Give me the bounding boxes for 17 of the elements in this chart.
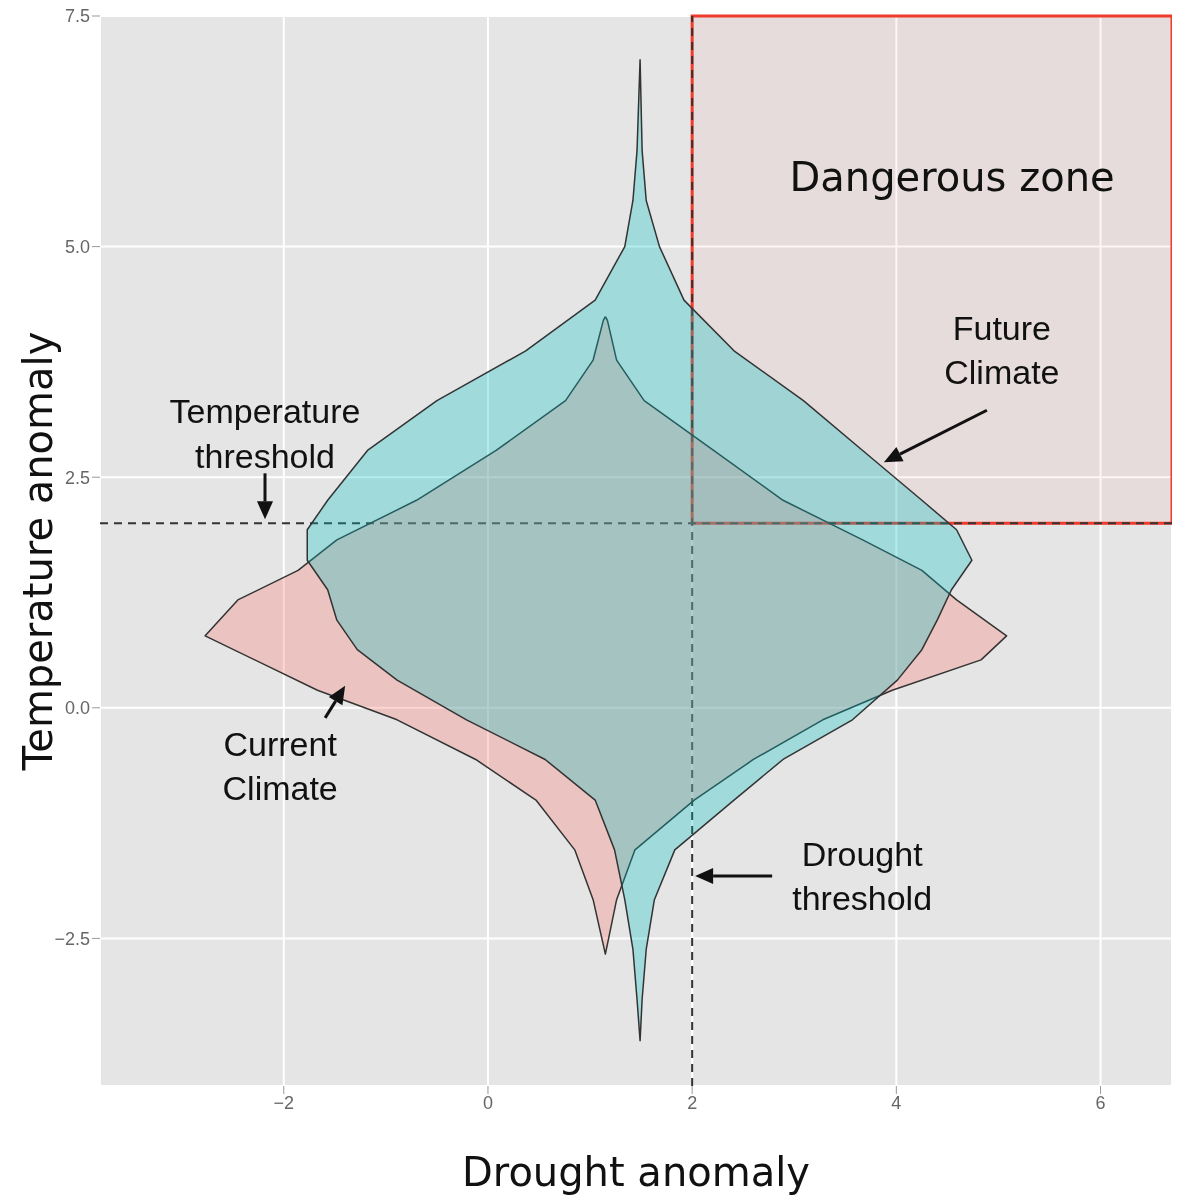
x-tick-label: 0: [482, 1092, 493, 1113]
x-axis-title: Drought anomaly: [462, 1149, 810, 1195]
x-tick-label: −2: [273, 1092, 295, 1113]
y-tick-label: 7.5: [64, 6, 90, 27]
band-label: Dangerous zone: [789, 154, 1115, 200]
text: Future Climate: [944, 309, 1060, 392]
y-tick-label: 5.0: [64, 236, 90, 257]
y-axis-title: Temperature anomaly: [15, 331, 62, 772]
y-tick-label: 2.5: [64, 467, 90, 488]
x-tick-label: 6: [1095, 1092, 1106, 1113]
x-tick-label: 2: [687, 1092, 698, 1113]
y-tick-label: 0.0: [64, 698, 90, 719]
ref-line-label: Temperature threshold: [169, 392, 361, 475]
x-tick-label: 4: [891, 1092, 902, 1113]
ref-line-label: Drought threshold: [792, 835, 933, 918]
series-label: Current Climate: [222, 724, 338, 808]
y-tick-label: −2.5: [54, 928, 90, 949]
